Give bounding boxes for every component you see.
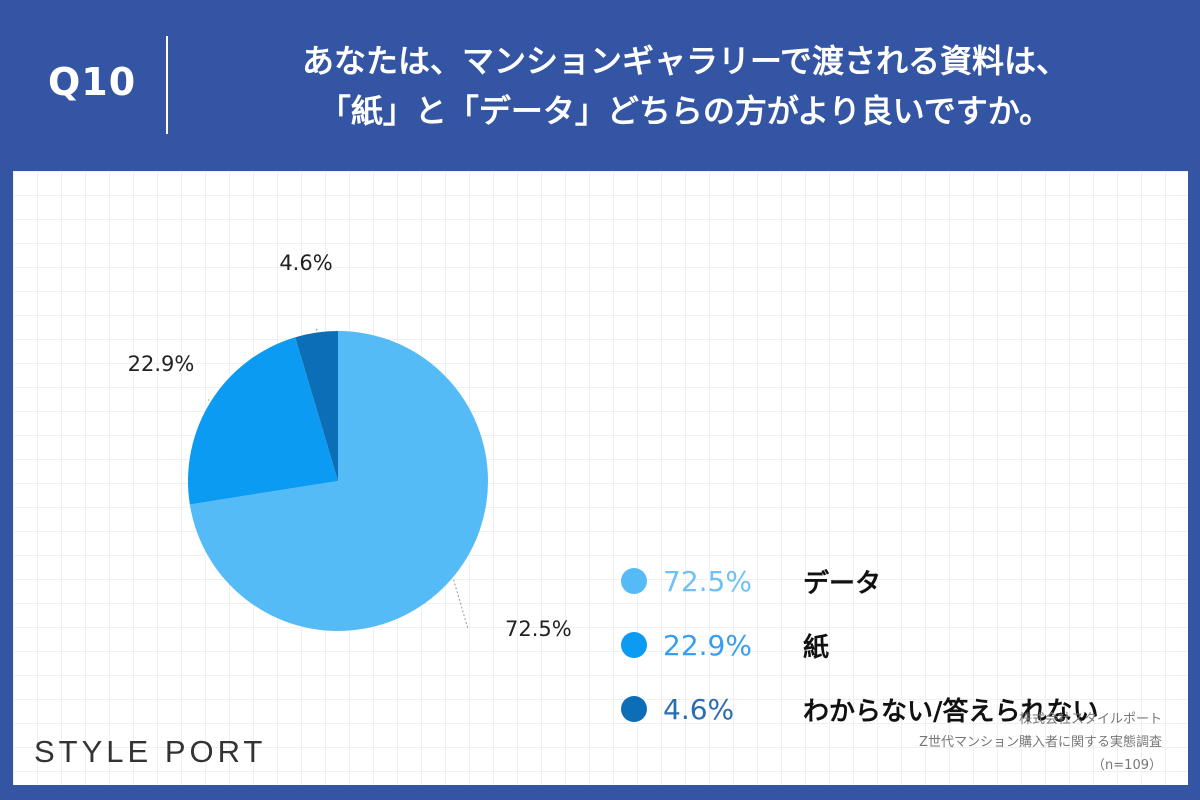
legend-label-unknown: わからない/答えられない <box>803 696 1099 727</box>
legend-percent-unknown: 4.6% <box>663 692 735 726</box>
question-title-line-2: 「紙」と「データ」どちらの方がより良いですか。 <box>318 92 1052 130</box>
header-divider <box>166 36 168 134</box>
chart-legend: 72.5% データ 22.9% 紙 4.6% わからない/答えられない <box>621 549 1181 741</box>
brand-logo: STYLE PORT <box>34 734 267 769</box>
legend-label-paper: 紙 <box>803 632 830 663</box>
pie-leader-unknown <box>315 327 319 331</box>
pie-slice-data <box>189 331 489 631</box>
pie-label-unknown: 4.6% <box>279 251 332 275</box>
pie-label-paper: 22.9% <box>128 352 195 376</box>
question-title-line-1: あなたは、マンションギャラリーで渡される資料は、 <box>301 42 1069 80</box>
source-survey: Z世代マンション購入者に関する実態調査 <box>919 735 1162 750</box>
question-title: あなたは、マンションギャラリーで渡される資料は、 「紙」と「データ」どちらの方が… <box>205 36 1165 136</box>
source-note: 株式会社スタイルポート Z世代マンション購入者に関する実態調査 （n=109） <box>802 708 1162 777</box>
legend-dot-unknown <box>621 696 647 722</box>
pie-slice-paper <box>188 337 338 505</box>
pie-chart: 72.5% 22.9% 4.6% <box>128 251 572 641</box>
chart-panel: 72.5% 22.9% 4.6% 72.5% データ 22.9% 紙 4.6% わか… <box>13 171 1188 785</box>
legend-item-data: 72.5% データ <box>621 549 1181 613</box>
pie-slice-unknown <box>295 331 338 481</box>
legend-label-data: データ <box>803 568 882 599</box>
legend-dot-paper <box>621 632 647 658</box>
legend-item-paper: 22.9% 紙 <box>621 613 1181 677</box>
legend-percent-data: 72.5% <box>663 564 752 598</box>
question-header: Q10 あなたは、マンションギャラリーで渡される資料は、 「紙」と「データ」どち… <box>0 0 1200 170</box>
legend-dot-data <box>621 568 647 594</box>
legend-percent-paper: 22.9% <box>663 628 752 662</box>
question-number: Q10 <box>48 60 137 104</box>
pie-leader-data <box>453 579 469 630</box>
source-sample-size: （n=109） <box>1092 758 1162 773</box>
legend-item-unknown: 4.6% わからない/答えられない <box>621 677 1181 741</box>
pie-label-data: 72.5% <box>505 617 572 641</box>
source-company: 株式会社スタイルポート <box>1018 712 1162 727</box>
